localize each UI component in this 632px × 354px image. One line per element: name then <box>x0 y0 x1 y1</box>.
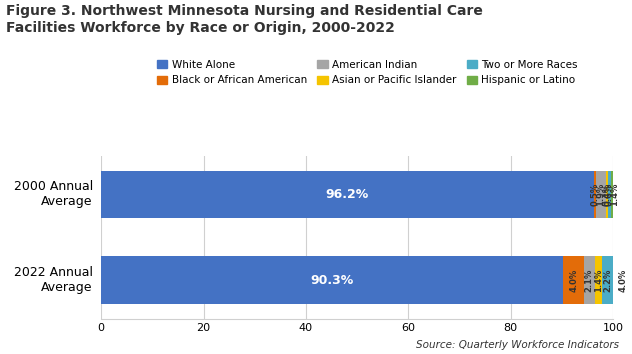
Text: 0.5%: 0.5% <box>590 183 599 206</box>
Text: 2.1%: 2.1% <box>585 268 593 292</box>
Bar <box>593 171 596 218</box>
Bar <box>584 256 595 304</box>
Bar <box>613 256 632 304</box>
Text: 0.6%: 0.6% <box>605 183 614 206</box>
Text: 0.4%: 0.4% <box>602 183 611 206</box>
Text: Source: Quarterly Workforce Indicators: Source: Quarterly Workforce Indicators <box>416 341 619 350</box>
Bar <box>596 171 606 218</box>
Bar <box>101 256 563 304</box>
Legend: White Alone, Black or African American, American Indian, Asian or Pacific Island: White Alone, Black or African American, … <box>157 60 578 85</box>
Text: 4.0%: 4.0% <box>569 268 578 292</box>
Text: 2.2%: 2.2% <box>603 268 612 292</box>
Text: 1.4%: 1.4% <box>610 183 619 206</box>
Bar <box>563 256 584 304</box>
Text: 90.3%: 90.3% <box>310 274 354 286</box>
Bar <box>101 171 593 218</box>
Text: 1.9%: 1.9% <box>597 183 605 206</box>
Text: 4.0%: 4.0% <box>619 268 628 292</box>
Text: Figure 3. Northwest Minnesota Nursing and Residential Care
Facilities Workforce : Figure 3. Northwest Minnesota Nursing an… <box>6 4 483 35</box>
Bar <box>595 256 602 304</box>
Bar <box>602 256 613 304</box>
Bar <box>608 171 611 218</box>
Text: 96.2%: 96.2% <box>325 188 369 201</box>
Bar <box>606 171 608 218</box>
Text: 1.4%: 1.4% <box>593 268 603 292</box>
Bar <box>611 171 618 218</box>
